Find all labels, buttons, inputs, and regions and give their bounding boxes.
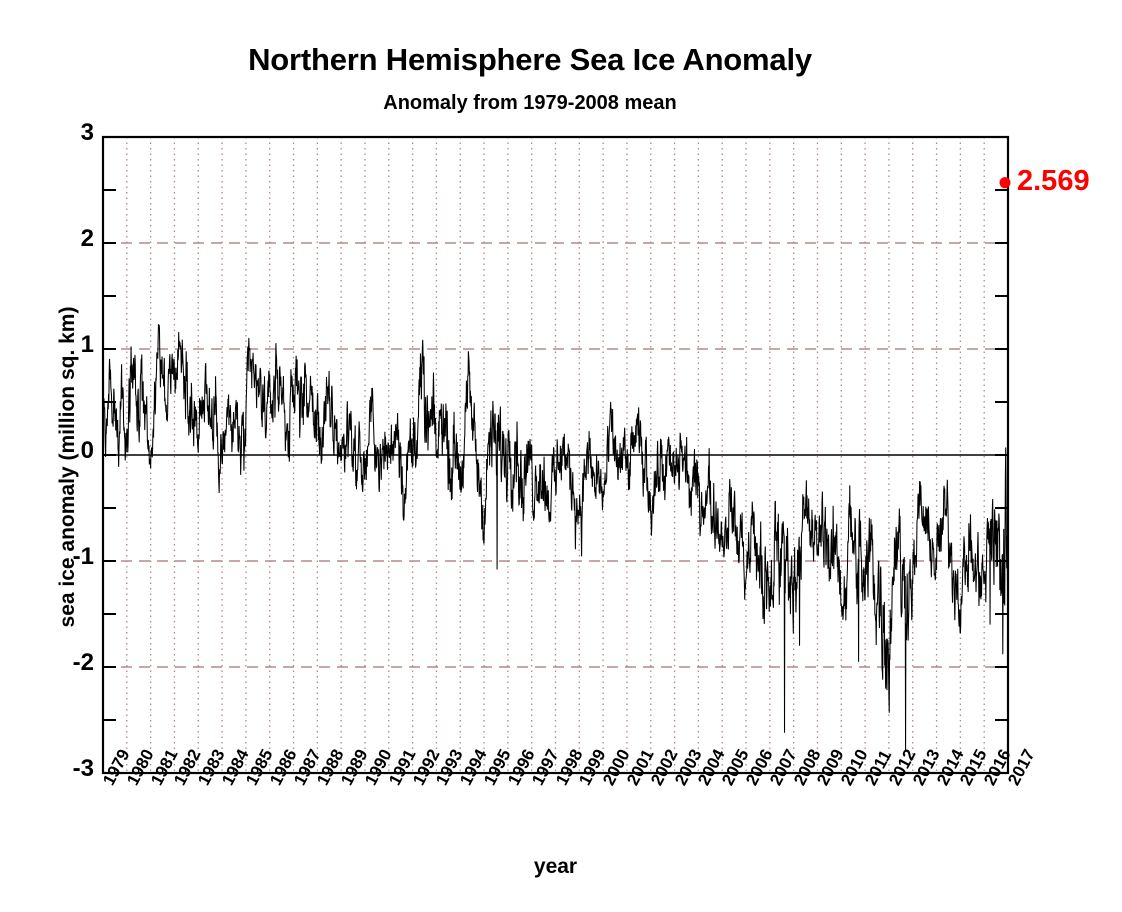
y-tick-label: 1 <box>80 331 94 358</box>
chart-subtitle: Anomaly from 1979-2008 mean <box>383 92 677 114</box>
plot-frame <box>101 135 1010 775</box>
y-tick-label: -3 <box>72 755 94 782</box>
y-tick-label: -1 <box>72 543 94 570</box>
annotation-marker-dot <box>999 177 1011 189</box>
y-tick-label: 0 <box>80 437 94 464</box>
y-tick-label: 3 <box>80 119 94 146</box>
y-tick-label: 2 <box>80 225 94 252</box>
chart-title: Northern Hemisphere Sea Ice Anomaly <box>248 42 812 77</box>
data-series-line <box>102 182 1009 752</box>
y-tick-label: -2 <box>72 649 94 676</box>
annotation-value-label: 2.569 <box>1017 164 1090 197</box>
x-axis-title: year <box>533 855 578 878</box>
